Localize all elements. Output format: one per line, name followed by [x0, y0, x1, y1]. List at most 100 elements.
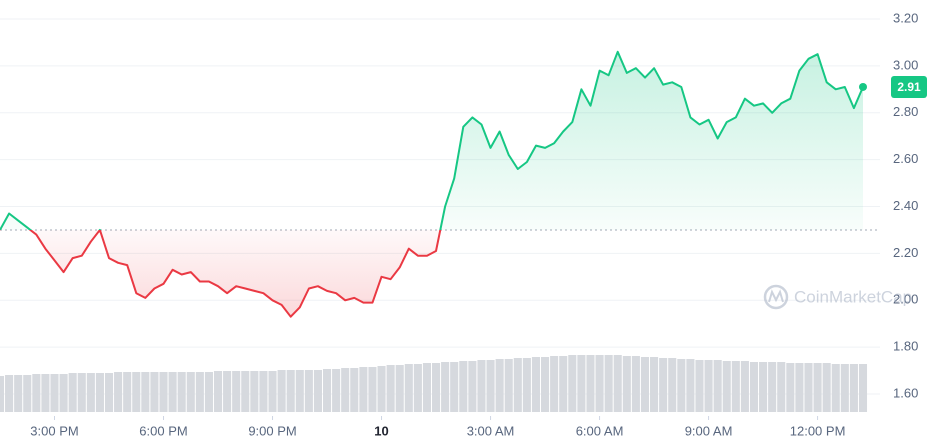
volume-bar [495, 359, 504, 412]
volume-bar [195, 372, 204, 412]
y-tick-label: 2.60 [893, 151, 918, 166]
volume-bar [377, 366, 386, 412]
y-tick-label: 2.40 [893, 198, 918, 213]
last-point [859, 82, 867, 91]
volume-bar [350, 368, 359, 412]
volume-bar [268, 371, 277, 412]
volume-bar [304, 370, 313, 412]
volume-bar [104, 373, 114, 412]
volume-bar [604, 355, 613, 412]
volume-bar [50, 374, 59, 412]
volume-bar [586, 355, 595, 412]
volume-bar [541, 357, 550, 412]
volume-bar [613, 355, 622, 412]
volume-bar [858, 364, 868, 412]
volume-bar [477, 360, 486, 412]
volume-bar [341, 368, 350, 412]
volume-bar [450, 362, 459, 412]
volume-bar [232, 371, 241, 412]
volume-bar [441, 362, 450, 412]
volume-bar [241, 371, 250, 412]
x-tick-label: 6:00 AM [576, 423, 624, 438]
y-tick-label: 3.20 [893, 10, 918, 25]
volume-bar [322, 369, 332, 412]
volume-bar [622, 356, 631, 412]
volume-bar [722, 361, 731, 412]
volume-bar [114, 372, 123, 412]
volume-bar [359, 367, 368, 412]
volume-bar [41, 374, 50, 412]
x-tick-label: 9:00 AM [685, 423, 733, 438]
volume-bar [141, 372, 150, 412]
volume-bar [804, 363, 813, 412]
y-tick-label: 2.80 [893, 104, 918, 119]
price-line-up [0, 50, 864, 230]
volume-bar [695, 360, 704, 412]
volume-bar [840, 364, 849, 412]
volume-bar [522, 358, 531, 412]
volume-bar [822, 363, 831, 412]
volume-bar [68, 373, 77, 412]
volume-bar [813, 363, 822, 412]
volume-bar [132, 372, 141, 412]
volume-bar [286, 370, 295, 412]
volume-bar [14, 375, 23, 412]
volume-bar [213, 371, 223, 412]
x-tick-label: 12:00 PM [790, 423, 846, 438]
volume-bar [386, 365, 395, 412]
volume-bar [259, 371, 268, 412]
y-tick-label: 2.20 [893, 245, 918, 260]
x-tick-label: 6:00 PM [139, 423, 187, 438]
x-tick-label: 10 [374, 423, 388, 438]
volume-bar [777, 362, 786, 412]
volume-bar [159, 372, 168, 412]
volume-bar [277, 370, 286, 412]
volume-bar [795, 363, 804, 412]
area-down [0, 229, 863, 317]
volume-bar [650, 357, 659, 412]
volume-bar [686, 359, 695, 412]
volume-bar [295, 370, 304, 412]
volume-bar [422, 363, 431, 412]
y-tick-label: 3.00 [893, 57, 918, 72]
y-tick-label: 2.00 [893, 292, 918, 307]
volume-bar [668, 358, 677, 412]
volume-bar [168, 372, 177, 412]
x-tick-label: 3:00 AM [467, 423, 515, 438]
volume-bar [23, 375, 32, 412]
volume-bar [150, 372, 159, 412]
volume-bar [595, 355, 604, 412]
volume-bar [332, 369, 341, 412]
volume-bar [740, 361, 749, 412]
volume-bar [486, 360, 495, 412]
volume-bar [531, 357, 541, 412]
y-tick-label: 1.80 [893, 339, 918, 354]
volume-bar [659, 358, 668, 412]
volume-bar [32, 374, 41, 412]
volume-bar [759, 362, 768, 412]
volume-bar [250, 371, 259, 412]
area-up [0, 51, 863, 230]
volume-bar [849, 364, 858, 412]
price-badge-label: 2.91 [897, 80, 921, 94]
x-tick-label: 9:00 PM [248, 423, 296, 438]
volume-bar [713, 360, 722, 412]
volume-bar [413, 364, 422, 412]
volume-bar [59, 374, 68, 412]
volume-bar [640, 357, 650, 412]
volume-bar [395, 365, 404, 412]
price-line-down [0, 229, 442, 318]
volume-bar [749, 362, 759, 412]
volume-bar [432, 363, 441, 412]
volume-bar [223, 371, 232, 412]
volume-bar [513, 358, 522, 412]
volume-bar [550, 356, 559, 412]
volume-bar [313, 370, 322, 412]
volume-bar [0, 376, 5, 412]
watermark-text: CoinMarketCap [794, 287, 912, 306]
volume-bar [77, 373, 86, 412]
volume-bar [86, 373, 95, 412]
volume-bar [5, 375, 14, 412]
watermark: CoinMarketCap [763, 284, 912, 310]
